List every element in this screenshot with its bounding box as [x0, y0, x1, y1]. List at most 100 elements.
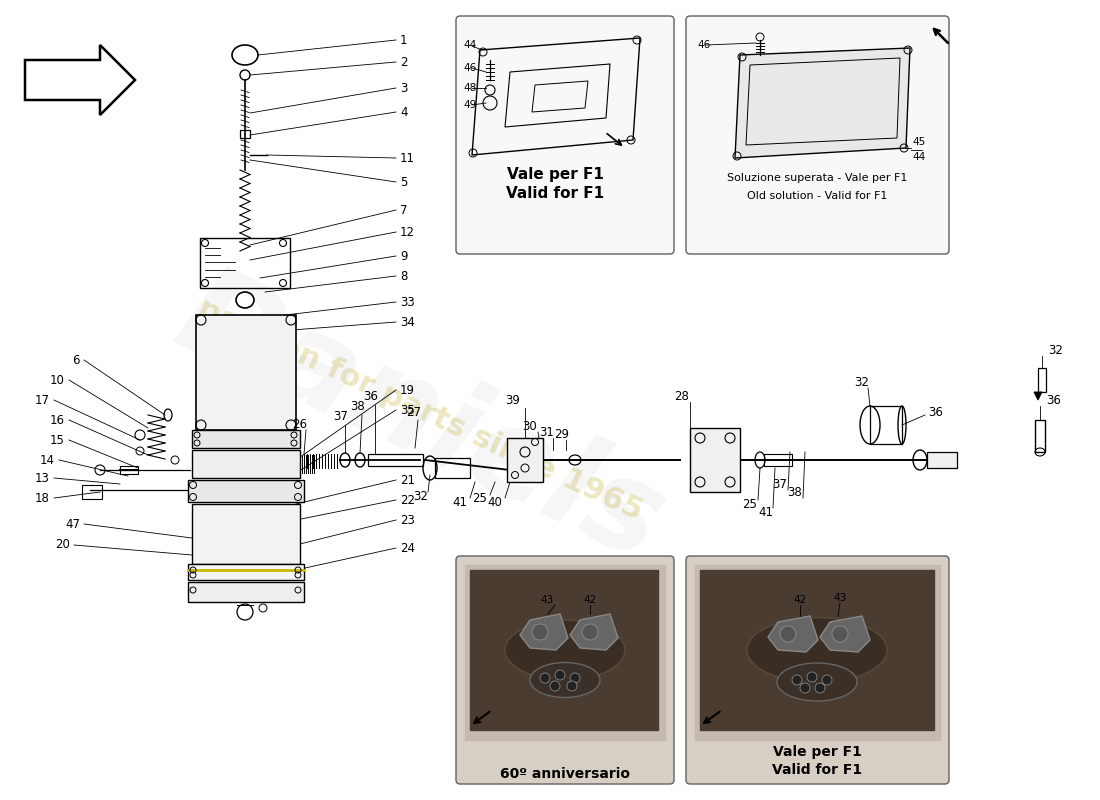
Text: 47: 47	[65, 518, 80, 530]
Bar	[120, 466, 138, 474]
Bar	[188, 582, 304, 602]
Text: 42: 42	[793, 595, 806, 605]
Polygon shape	[1034, 392, 1042, 400]
Circle shape	[570, 673, 580, 683]
Text: 34: 34	[400, 315, 415, 329]
Polygon shape	[820, 616, 870, 652]
Text: 36: 36	[1046, 394, 1060, 406]
Bar	[200, 238, 290, 288]
Text: 33: 33	[400, 295, 415, 309]
Bar	[196, 315, 296, 430]
Circle shape	[815, 683, 825, 693]
Text: 27: 27	[407, 406, 421, 418]
Bar	[192, 430, 300, 448]
Text: 25: 25	[473, 491, 487, 505]
Text: 16: 16	[50, 414, 65, 426]
Bar	[695, 565, 940, 740]
Text: 45: 45	[912, 137, 925, 147]
Bar	[240, 130, 250, 138]
Bar	[870, 406, 902, 444]
FancyBboxPatch shape	[686, 16, 949, 254]
Text: 12: 12	[400, 226, 415, 238]
Text: 36: 36	[928, 406, 943, 418]
Text: 39: 39	[506, 394, 520, 406]
FancyBboxPatch shape	[456, 556, 674, 784]
Text: 20: 20	[55, 538, 70, 551]
Bar	[192, 504, 300, 564]
FancyBboxPatch shape	[456, 16, 674, 254]
Circle shape	[540, 673, 550, 683]
Text: 32: 32	[855, 375, 869, 389]
Text: 48: 48	[463, 83, 476, 93]
Text: 7: 7	[400, 203, 407, 217]
Text: 9: 9	[400, 250, 407, 262]
Circle shape	[780, 626, 796, 642]
Text: 4: 4	[400, 106, 407, 118]
Circle shape	[822, 675, 832, 685]
Text: 11: 11	[400, 151, 415, 165]
Text: 32: 32	[1048, 343, 1063, 357]
Bar	[927, 452, 957, 468]
Text: 31: 31	[540, 426, 554, 438]
Text: 13: 13	[35, 471, 50, 485]
Bar	[188, 480, 304, 502]
Polygon shape	[768, 616, 818, 652]
Text: 24: 24	[400, 542, 415, 554]
Text: 19: 19	[400, 383, 415, 397]
Text: 46: 46	[697, 40, 711, 50]
Text: Old solution - Valid for F1: Old solution - Valid for F1	[747, 191, 888, 201]
Bar	[690, 428, 740, 492]
Bar	[470, 570, 658, 730]
Ellipse shape	[530, 662, 600, 698]
Circle shape	[532, 624, 548, 640]
Bar	[368, 454, 424, 466]
Text: passion for parts since 1965: passion for parts since 1965	[192, 294, 647, 526]
Text: 60º anniversario: 60º anniversario	[500, 767, 630, 781]
Text: 14: 14	[40, 454, 55, 466]
Text: Vale per F1: Vale per F1	[772, 745, 861, 759]
Text: 41: 41	[759, 506, 773, 518]
Ellipse shape	[505, 620, 625, 680]
Text: 37: 37	[333, 410, 349, 423]
Text: Valid for F1: Valid for F1	[506, 186, 604, 202]
Ellipse shape	[777, 663, 857, 701]
Text: 29: 29	[554, 427, 570, 441]
Circle shape	[556, 670, 565, 680]
Text: 44: 44	[912, 152, 925, 162]
Circle shape	[807, 672, 817, 682]
Text: 36: 36	[364, 390, 378, 403]
Ellipse shape	[747, 618, 887, 682]
Text: 23: 23	[400, 514, 415, 526]
Text: 18: 18	[35, 491, 50, 505]
Text: 1: 1	[400, 34, 407, 46]
Bar	[700, 570, 934, 730]
Bar	[507, 438, 543, 482]
Bar	[434, 458, 470, 478]
Text: 6: 6	[73, 354, 80, 366]
Text: 37: 37	[772, 478, 788, 490]
Bar	[1035, 420, 1045, 452]
Text: 3: 3	[400, 82, 407, 94]
Text: 46: 46	[463, 63, 476, 73]
Circle shape	[550, 681, 560, 691]
Text: 41: 41	[452, 495, 468, 509]
Polygon shape	[735, 48, 910, 158]
Text: 35: 35	[400, 403, 415, 417]
Text: 5: 5	[400, 175, 407, 189]
Text: Valid for F1: Valid for F1	[772, 763, 862, 777]
Text: 22: 22	[400, 494, 415, 506]
Text: 21: 21	[400, 474, 415, 486]
Text: 26: 26	[293, 418, 308, 430]
Text: 30: 30	[522, 419, 538, 433]
Circle shape	[800, 683, 810, 693]
Text: Daniels: Daniels	[158, 255, 682, 585]
Bar	[764, 454, 792, 466]
Text: 49: 49	[463, 100, 476, 110]
Bar	[82, 485, 102, 499]
Text: 43: 43	[834, 593, 847, 603]
Text: 28: 28	[674, 390, 690, 402]
Polygon shape	[570, 614, 618, 650]
Circle shape	[832, 626, 848, 642]
Text: 32: 32	[414, 490, 428, 502]
FancyBboxPatch shape	[686, 556, 949, 784]
